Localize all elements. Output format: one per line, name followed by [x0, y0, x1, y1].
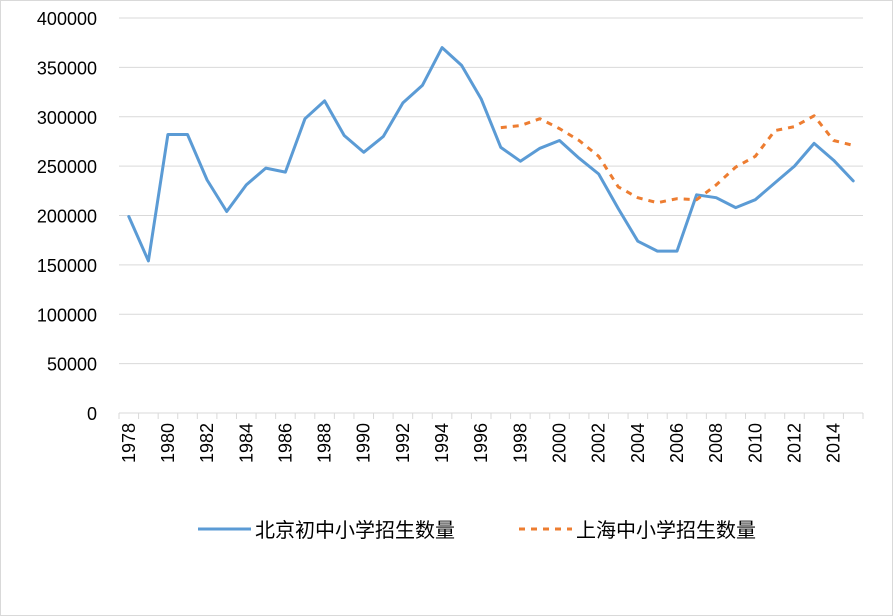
series-line-2 — [500, 114, 854, 205]
x-tick-label: 2004 — [628, 423, 648, 463]
x-tick-label: 1998 — [510, 423, 530, 463]
x-tick-label: 2012 — [784, 423, 804, 463]
x-tick-label: 1992 — [393, 423, 413, 463]
y-tick-label: 400000 — [37, 9, 97, 29]
y-axis-ticks: 0 50000 100000 150000 200000 250000 300000 3500… — [37, 9, 97, 424]
x-tick-label: 1990 — [354, 423, 374, 463]
x-tick-label: 1986 — [275, 423, 295, 463]
series-line-1 — [127, 46, 855, 263]
legend-label-1: 北京初中小学招生数量 — [255, 518, 455, 542]
x-tick-label: 2010 — [745, 423, 765, 463]
x-axis-ticks: 1978 1980 1982 1984 1986 1988 1990 1992 1994 1996… — [119, 423, 844, 463]
series-lines — [127, 46, 855, 263]
y-tick-label: 150000 — [37, 256, 97, 276]
y-tick-label: 50000 — [47, 355, 97, 375]
x-tick-label: 2014 — [824, 423, 844, 463]
x-tick-label: 1988 — [315, 423, 335, 463]
x-tick-label: 1978 — [119, 423, 139, 463]
y-tick-label: 200000 — [37, 207, 97, 227]
y-tick-label: 0 — [87, 404, 97, 424]
y-tick-label: 350000 — [37, 58, 97, 78]
legend: 北京初中小学招生数量 上海中小学招生数量 — [198, 518, 756, 542]
x-tick-label: 2008 — [706, 423, 726, 463]
y-tick-label: 100000 — [37, 305, 97, 325]
x-tick-label: 1980 — [158, 423, 178, 463]
y-tick-label: 250000 — [37, 157, 97, 177]
x-tick-label: 2002 — [589, 423, 609, 463]
x-tick-label: 1994 — [432, 423, 452, 463]
x-tick-label: 1996 — [471, 423, 491, 463]
x-tick-label: 1982 — [197, 423, 217, 463]
legend-label-2: 上海中小学招生数量 — [576, 518, 756, 542]
axes — [118, 412, 864, 419]
y-tick-label: 300000 — [37, 108, 97, 128]
gridlines — [119, 17, 863, 365]
x-tick-label: 2000 — [550, 423, 570, 463]
x-tick-label: 2006 — [667, 423, 687, 463]
x-tick-label: 1984 — [236, 423, 256, 463]
